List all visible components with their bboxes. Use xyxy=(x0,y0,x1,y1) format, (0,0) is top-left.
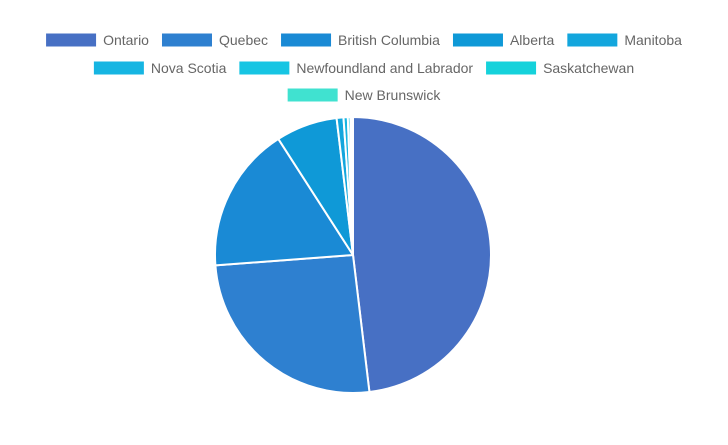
pie-slice-british-columbia[interactable] xyxy=(214,137,354,267)
legend-item[interactable]: Newfoundland and Labrador xyxy=(239,60,473,76)
pie-slice-quebec[interactable] xyxy=(214,254,371,394)
legend-swatch xyxy=(93,61,144,75)
legend-item[interactable]: Manitoba xyxy=(567,32,682,48)
legend-item[interactable]: Saskatchewan xyxy=(486,60,634,76)
pie-slice-ontario[interactable] xyxy=(352,116,492,394)
legend-label: New Brunswick xyxy=(345,87,442,103)
legend-swatch xyxy=(452,33,503,47)
legend-item[interactable]: Alberta xyxy=(452,32,555,48)
legend-swatch xyxy=(567,33,618,47)
legend-item[interactable]: Ontario xyxy=(46,32,149,48)
legend-swatch xyxy=(281,33,332,47)
legend-swatch xyxy=(287,88,338,102)
legend-item[interactable]: Quebec xyxy=(161,32,268,48)
legend-label: British Columbia xyxy=(338,32,440,48)
legend-item[interactable]: Nova Scotia xyxy=(93,60,227,76)
legend-swatch xyxy=(46,33,97,47)
legend-swatch xyxy=(486,61,537,75)
pie-slice-new-brunswick[interactable] xyxy=(351,116,354,256)
legend-label: Saskatchewan xyxy=(543,60,634,76)
legend-label: Nova Scotia xyxy=(151,60,227,76)
legend-label: Manitoba xyxy=(624,32,682,48)
legend-label: Alberta xyxy=(510,32,555,48)
legend-swatch xyxy=(161,33,212,47)
legend-label: Ontario xyxy=(103,32,149,48)
pie-plot xyxy=(214,116,492,394)
legend: Ontario Quebec British Columbia Alberta Mani… xyxy=(46,32,682,103)
legend-label: Newfoundland and Labrador xyxy=(296,60,473,76)
legend-item[interactable]: British Columbia xyxy=(281,32,440,48)
legend-item[interactable]: New Brunswick xyxy=(287,87,442,103)
legend-label: Quebec xyxy=(219,32,268,48)
legend-swatch xyxy=(239,61,290,75)
